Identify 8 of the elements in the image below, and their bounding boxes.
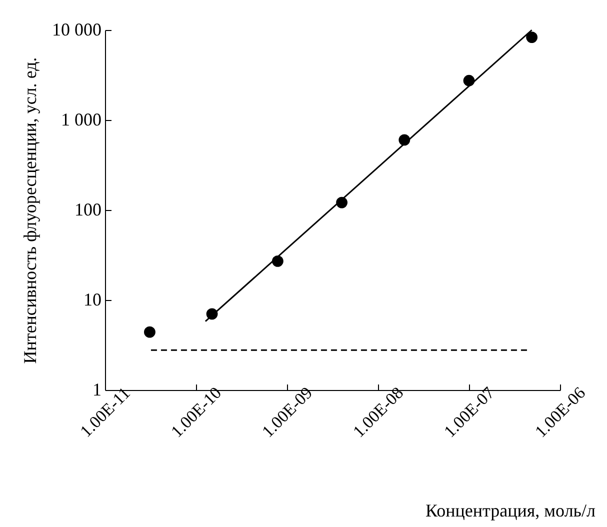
y-tick-label: 100 [74, 200, 102, 220]
point [144, 326, 156, 338]
y-axis-title: Интенсивность флуоресценции, усл. ед. [20, 57, 40, 364]
x-axis-title: Концентрация, моль/л [426, 500, 596, 520]
y-tick-label: 10 000 [52, 20, 102, 40]
point [526, 32, 538, 43]
y-tick-label: 10 [84, 290, 102, 310]
y-tick-label: 1 000 [61, 110, 102, 130]
